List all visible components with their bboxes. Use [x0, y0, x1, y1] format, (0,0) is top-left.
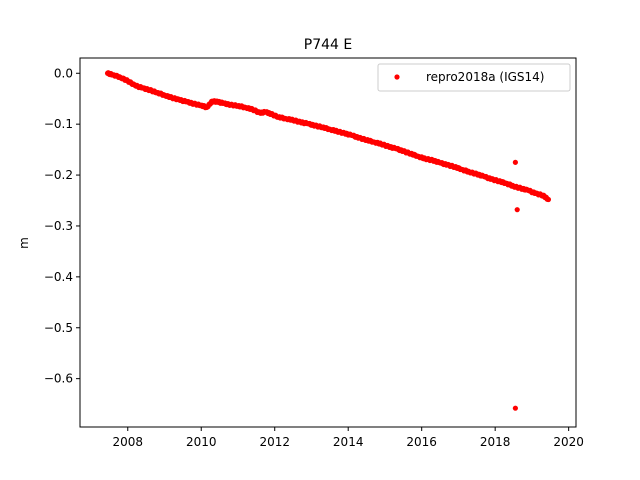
x-tick-label: 2008 — [112, 435, 143, 449]
y-tick-label: 0.0 — [54, 66, 73, 80]
y-tick-label: −0.1 — [44, 117, 73, 131]
chart-title: P744 E — [304, 37, 352, 53]
data-point — [545, 196, 551, 202]
y-tick-label: −0.6 — [44, 372, 73, 386]
y-tick-label: −0.4 — [44, 270, 73, 284]
x-tick-label: 2014 — [333, 435, 364, 449]
x-tick-label: 2016 — [406, 435, 437, 449]
data-point — [514, 207, 520, 213]
x-tick-label: 2020 — [553, 435, 584, 449]
y-tick-label: −0.5 — [44, 321, 73, 335]
plot-frame — [79, 57, 577, 428]
data-point — [512, 159, 518, 165]
x-tick-label: 2010 — [186, 435, 217, 449]
data-points — [104, 70, 552, 411]
x-tick-label: 2018 — [480, 435, 511, 449]
data-point — [512, 405, 518, 411]
y-axis-label: m — [17, 237, 31, 249]
axis-ticks: 2008 2010 2012 2014 2016 2018 2020 0.0 −0.1 −0.2 −… — [44, 66, 584, 449]
y-tick-label: −0.2 — [44, 168, 73, 182]
y-tick-label: −0.3 — [44, 219, 73, 233]
legend-label: repro2018a (IGS14) — [426, 70, 544, 84]
legend-box — [377, 63, 571, 92]
x-tick-label: 2012 — [259, 435, 290, 449]
legend-marker — [394, 74, 400, 80]
legend: repro2018a (IGS14) — [377, 63, 571, 92]
